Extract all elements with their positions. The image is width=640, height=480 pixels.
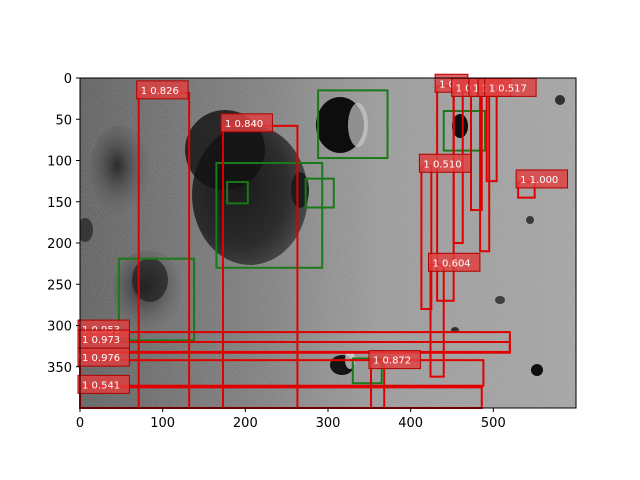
x-tick-label: 200 (233, 416, 258, 431)
x-tick-label: 100 (150, 416, 175, 431)
x-tick-label: 400 (398, 416, 423, 431)
ground-truth-box (226, 180, 249, 205)
prediction-label: 1 0.826 (136, 80, 189, 100)
y-tick-label: 200 (47, 237, 72, 252)
prediction-label-text: 1 0. (439, 79, 458, 90)
ground-truth-box (317, 89, 389, 160)
y-tick-label: 150 (47, 196, 72, 211)
x-axis: 0 100 200 300 400 500 (76, 408, 506, 431)
ground-truth-box (351, 357, 383, 385)
prediction-label-text: 1 0. (456, 83, 475, 94)
prediction-label-text: 1 0.517 (489, 83, 527, 94)
prediction-label-bg (136, 80, 189, 100)
x-tick-label: 300 (316, 416, 341, 431)
prediction-label-text: 1 1.000 (520, 175, 558, 186)
prediction-label-text: 1 0.872 (373, 356, 411, 367)
prediction-label: 1 0.604 (428, 252, 481, 272)
prediction-boxes: 1 0.826 1 0.840 1 0.510 1 0.604 1 0.872 1 1.0… (77, 73, 569, 409)
y-tick-label: 0 (64, 72, 72, 87)
prediction-label-text: 1 0.826 (141, 86, 179, 97)
prediction-label-bg (220, 113, 273, 133)
y-tick-label: 350 (47, 361, 72, 376)
prediction-label-text: 1 0.840 (225, 119, 263, 130)
y-tick-label: 50 (55, 113, 72, 128)
prediction-label-bg (428, 252, 481, 272)
prediction-label-text: 1 0.604 (433, 258, 471, 269)
ground-truth-box (117, 257, 196, 342)
y-tick-label: 250 (47, 278, 72, 293)
ground-truth-box (442, 110, 487, 152)
lunar-surface-image (80, 78, 576, 408)
prediction-label: 1 0.510 (418, 153, 472, 173)
y-tick-label: 100 (47, 155, 72, 170)
prediction-label-bg (77, 374, 130, 394)
prediction-label: 1 0.872 (368, 350, 421, 370)
prediction-label: 1 0.840 (220, 113, 273, 133)
ground-truth-box (304, 177, 335, 209)
prediction-label-text: 1 0.973 (82, 335, 120, 346)
prediction-label-text: 1 0.976 (82, 353, 120, 364)
prediction-label: 1 0.973 (77, 329, 130, 349)
prediction-label-bg (515, 169, 569, 189)
ground-truth-boxes (117, 89, 487, 385)
prediction-label: 1 0.976 (77, 347, 130, 367)
prediction-label: 1 0.517 (484, 77, 537, 97)
y-axis: 0 50 100 150 200 250 300 350 (47, 72, 80, 376)
prediction-label-bg (77, 347, 130, 367)
y-tick-label: 300 (47, 320, 72, 335)
ground-truth-box (215, 161, 324, 269)
prediction-label-bg (418, 153, 472, 173)
prediction-label-text: 1 0.510 (423, 159, 461, 170)
prediction-label-bg (368, 350, 421, 370)
x-tick-label: 500 (481, 416, 506, 431)
prediction-label: 1 0.541 (77, 374, 130, 394)
x-tick-label: 0 (76, 416, 84, 431)
prediction-label: 1 1.000 (515, 169, 569, 189)
prediction-label-text: 1 0.541 (82, 380, 120, 391)
